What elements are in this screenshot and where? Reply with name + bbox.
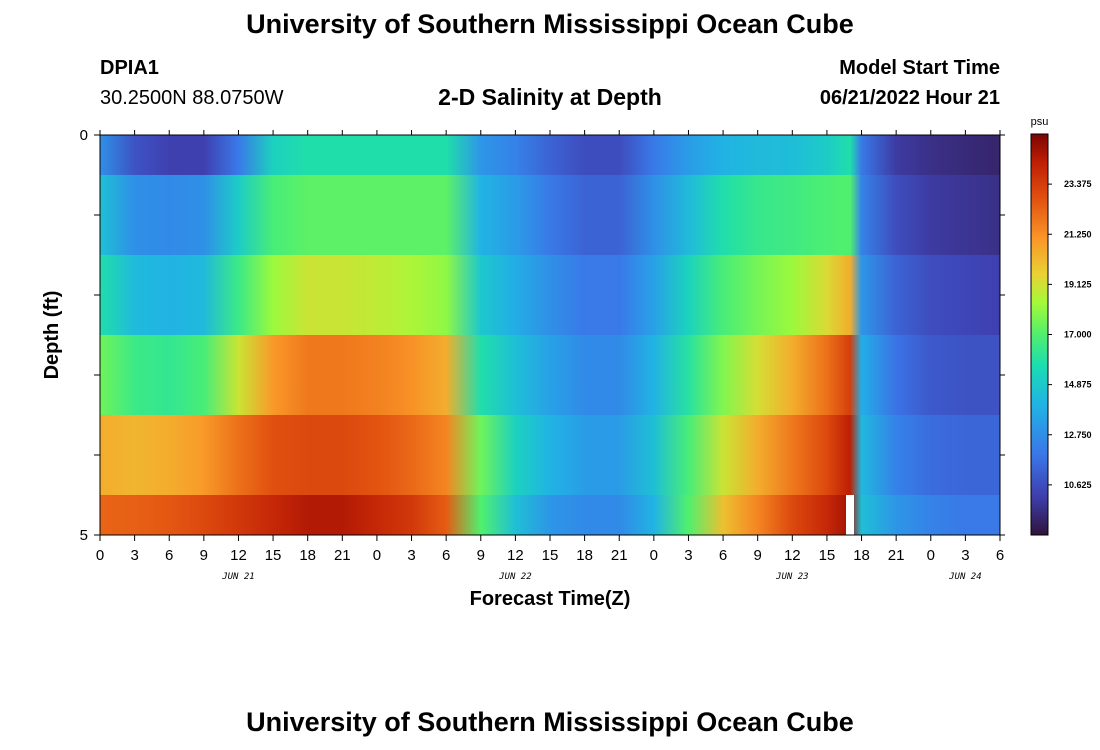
model-start-value: 06/21/2022 Hour 21 xyxy=(819,87,1000,109)
model-start-label: Model Start Time xyxy=(839,57,1000,79)
page-title: University of Southern Mississippi Ocean… xyxy=(246,9,854,39)
station-id: DPIA1 xyxy=(100,57,159,79)
depth-layer-4 xyxy=(100,415,1000,495)
x-tick-label: 3 xyxy=(961,547,969,564)
colorbar-unit: psu xyxy=(1031,116,1049,128)
x-tick-label: 6 xyxy=(996,547,1004,564)
x-tick-label: 6 xyxy=(719,547,727,564)
date-label: JUN 24 xyxy=(948,572,982,582)
colorbar-label: 10.625 xyxy=(1064,480,1092,490)
depth-layer-2 xyxy=(100,255,1000,335)
colorbar: 23.375 21.250 19.125 17.000 14.875 12.750 10.6… xyxy=(1030,116,1092,536)
date-label: JUN 22 xyxy=(498,572,532,582)
x-tick-label: 6 xyxy=(165,547,173,564)
x-tick-label: 12 xyxy=(230,547,247,564)
depth-layer-1 xyxy=(100,175,1000,255)
x-tick-label: 3 xyxy=(130,547,138,564)
depth-layer-5 xyxy=(100,495,1000,535)
x-tick-label: 6 xyxy=(442,547,450,564)
colorbar-label: 17.000 xyxy=(1064,330,1092,340)
x-tick-label: 15 xyxy=(265,547,282,564)
x-tick-label: 9 xyxy=(477,547,485,564)
station-coordinates: 30.2500N 88.0750W xyxy=(100,87,284,109)
x-tick-label: 15 xyxy=(819,547,836,564)
y-tick-label: 5 xyxy=(80,527,88,544)
x-tick-label: 3 xyxy=(684,547,692,564)
colorbar-label: 12.750 xyxy=(1064,430,1092,440)
colorbar-label: 21.250 xyxy=(1064,229,1092,239)
x-tick-label: 0 xyxy=(373,547,381,564)
y-axis-ticks: 05 xyxy=(80,127,1005,544)
date-label: JUN 21 xyxy=(221,572,255,582)
x-tick-label: 12 xyxy=(507,547,524,564)
x-tick-label: 21 xyxy=(611,547,628,564)
y-axis-title: Depth (ft) xyxy=(41,291,63,380)
x-tick-label: 12 xyxy=(784,547,801,564)
x-tick-label: 3 xyxy=(407,547,415,564)
x-tick-label: 21 xyxy=(334,547,351,564)
x-tick-label: 21 xyxy=(888,547,905,564)
x-axis-ticks: 0 3 6 9 12 15 18 21 0 3 6 9 12 15 18 21 0 3 6 9 12 15 18 21 0 3 6 J… xyxy=(96,130,1004,582)
colorbar-label: 19.125 xyxy=(1064,279,1092,289)
x-tick-label: 18 xyxy=(853,547,870,564)
colorbar-label: 14.875 xyxy=(1064,380,1092,390)
x-axis-title: Forecast Time(Z) xyxy=(470,588,631,610)
chart-title: 2-D Salinity at Depth xyxy=(438,84,662,110)
colorbar-label: 23.375 xyxy=(1064,179,1092,189)
x-tick-label: 9 xyxy=(754,547,762,564)
x-tick-label: 0 xyxy=(650,547,658,564)
x-tick-label: 15 xyxy=(542,547,559,564)
depth-layer-3 xyxy=(100,335,1000,415)
footer-title: University of Southern Mississippi Ocean… xyxy=(246,707,854,737)
x-tick-label: 0 xyxy=(927,547,935,564)
x-tick-label: 9 xyxy=(200,547,208,564)
x-tick-label: 18 xyxy=(576,547,593,564)
x-tick-label: 18 xyxy=(299,547,316,564)
white-marker xyxy=(846,495,854,535)
depth-layer-0 xyxy=(100,135,1000,175)
x-tick-label: 0 xyxy=(96,547,104,564)
y-tick-label: 0 xyxy=(80,127,88,144)
colorbar-scale xyxy=(1030,133,1049,536)
heatmap-layers xyxy=(100,135,1000,535)
date-label: JUN 23 xyxy=(775,572,809,582)
